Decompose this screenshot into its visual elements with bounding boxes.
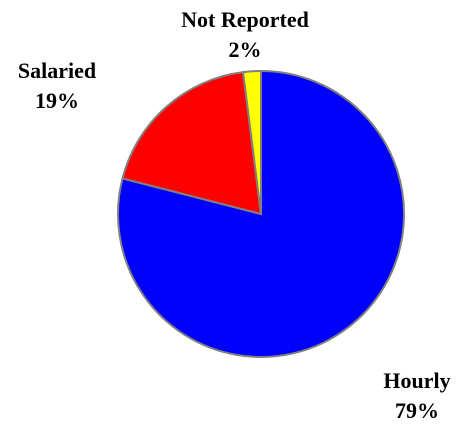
slice-value-label: 19% [35,88,79,113]
slice-label: Salaried [18,58,96,83]
slice-value-label: 79% [395,398,439,423]
pie-slice [241,69,262,215]
slice-value-label: 2% [229,37,262,62]
slice-label: Hourly [383,368,450,393]
slice-label: Not Reported [181,7,309,32]
pie-slice [121,71,263,216]
